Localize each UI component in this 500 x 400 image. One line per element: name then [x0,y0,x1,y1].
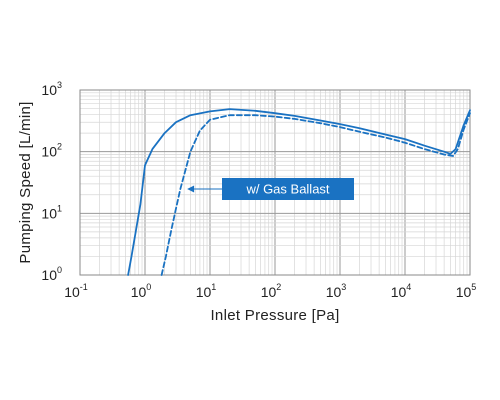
x-tick-label: 100 [131,282,152,300]
x-tick-labels: 10-1 100 101 102 103 104 105 [64,282,476,300]
plot-frame [79,89,471,276]
x-tick-label: 101 [196,282,217,300]
y-axis-title: Pumping Speed [L/min] [17,101,34,263]
annotation-arrow-head [187,185,195,193]
x-tick-label: 104 [391,282,412,300]
series-layer [127,108,471,276]
y-tick-labels: 100 101 102 103 [41,80,62,283]
y-tick-label: 101 [41,203,62,221]
x-tick-label: 105 [456,282,477,300]
series-line-standard [127,108,471,276]
x-tick-label: 10-1 [64,282,88,300]
y-tick-label: 103 [41,80,62,98]
series-line-gas-ballast [160,112,471,276]
gas-ballast-annotation: w/ Gas Ballast [187,178,354,200]
annotation-box [222,178,354,200]
y-tick-label: 100 [41,265,62,283]
y-tick-label: 102 [41,142,62,160]
annotation-label: w/ Gas Ballast [245,181,329,196]
x-tick-label: 103 [326,282,347,300]
x-tick-label: 102 [261,282,282,300]
x-axis-title: Inlet Pressure [Pa] [210,307,339,324]
grid-lines [79,90,470,276]
